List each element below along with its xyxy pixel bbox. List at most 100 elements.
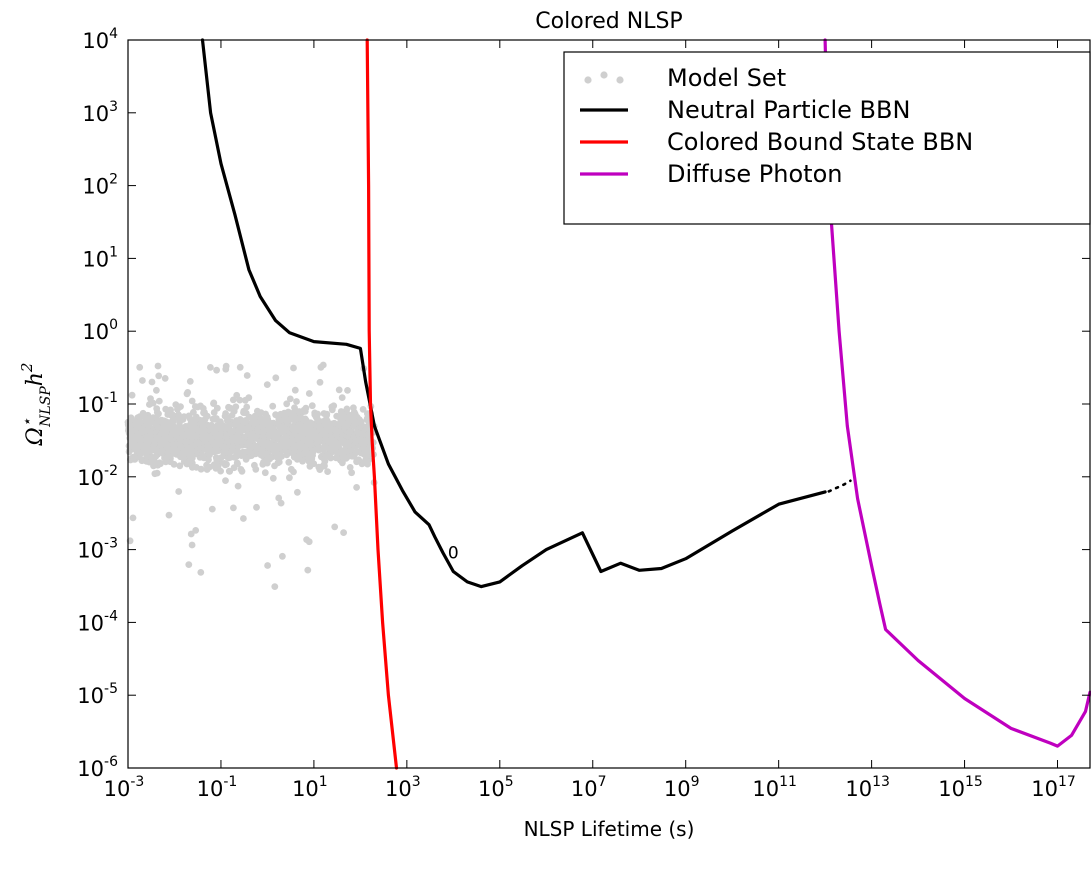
scatter-point [173,430,181,437]
scatter-point [253,503,260,511]
scatter-point [144,446,152,454]
scatter-point [247,443,255,451]
scatter-point [275,494,283,502]
scatter-point [243,372,251,379]
scatter-point [316,378,324,386]
scatter-point [156,459,164,467]
scatter-point [222,477,229,484]
scatter-point [254,428,262,435]
scatter-point [227,428,235,436]
scatter-point [213,456,221,463]
scatter-point [238,467,246,475]
scatter-point [290,364,297,372]
x-tick-label: 10-1 [197,774,238,801]
scatter-point [320,456,328,463]
x-axis-title: NLSP Lifetime (s) [524,817,695,841]
x-tick-label: 107 [571,774,607,801]
scatter-point [161,375,169,382]
scatter-point [186,378,194,385]
scatter-point [294,435,302,443]
scatter-point [338,411,346,418]
scatter-point [359,406,367,413]
y-axis-title-tail: h [23,372,48,386]
scatter-point [236,396,244,404]
scatter-point [308,402,316,410]
scatter-point [241,448,249,456]
scatter-point [180,413,188,420]
scatter-point [136,363,144,371]
scatter-point [271,462,278,470]
scatter-point [169,416,177,424]
scatter-point [305,390,313,397]
x-tick-label: 103 [385,774,421,801]
legend-label: Colored Bound State BBN [667,128,973,156]
series-line [827,479,852,493]
x-tick-label: 109 [664,774,700,801]
scatter-point [317,363,325,371]
scatter-point [273,434,281,442]
scatter-point [278,439,286,447]
legend-marker [584,76,592,84]
scatter-point [270,447,278,455]
scatter-point [304,566,312,574]
scatter-point [208,505,216,513]
scatter-point [324,468,331,475]
scatter-point [129,514,137,522]
scatter-point [165,511,173,519]
scatter-point [155,434,162,442]
scatter-point [335,386,343,394]
scatter-point [280,409,288,417]
scatter-point [229,447,237,454]
scatter-point [136,443,144,450]
scatter-point [222,448,230,456]
scatter-point [309,448,317,456]
scatter-point [266,441,273,449]
scatter-point [279,552,286,560]
scatter-point [127,422,135,430]
y-tick-label: 10-1 [77,390,118,417]
scatter-point [291,386,299,394]
scatter-point [153,386,160,394]
scatter-point [286,395,294,403]
scatter-point [185,561,193,568]
scatter-point [305,429,313,437]
scatter-point [184,389,192,396]
scatter-point [223,424,231,432]
scatter-point [153,405,161,413]
scatter-point [283,400,291,408]
x-tick-label: 1011 [752,774,797,801]
scatter-point [233,417,240,424]
scatter-point [128,391,136,399]
y-axis-title-sup: ⋆ [18,418,36,427]
legend-entries: Model Set Neutral Particle BBN Colored Bou… [580,64,973,188]
axis-ticks: 10-3 10-1 101 103 105 107 109 1011 1013 1015 1017 1… [77,26,1090,801]
scatter-point [147,454,155,461]
scatter-point [243,403,251,411]
scatter-point [269,474,277,482]
scatter-point [302,423,310,431]
scatter-point [170,460,178,468]
scatter-point [213,442,221,450]
scatter-point [364,424,371,432]
y-tick-label: 101 [82,244,118,271]
scatter-point [271,583,279,590]
scatter-point [263,459,271,467]
scatter-point [137,437,145,444]
scatter-point [364,417,372,424]
y-tick-label: 102 [82,172,118,199]
scatter-point [257,415,265,422]
scatter-point [240,515,247,522]
scatter-point [134,421,142,428]
scatter-point [294,426,301,434]
scatter-point [188,397,196,405]
scatter-point [299,431,307,438]
scatter-point [275,458,283,466]
scatter-point [158,448,165,456]
scatter-point [188,448,196,456]
scatter-point [173,447,181,455]
scatter-point [302,446,310,454]
scatter-point [362,456,369,464]
scatter-point [316,435,324,442]
scatter-point [154,362,162,370]
y-axis-title: Ω⋆ NLSPh2 [18,363,54,447]
